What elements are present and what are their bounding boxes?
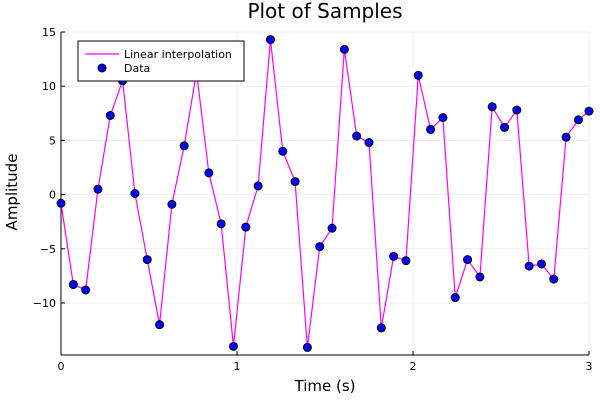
data-point (549, 274, 559, 284)
data-point (167, 199, 177, 209)
chart-title: Plot of Samples (247, 0, 402, 23)
data-point (426, 125, 436, 135)
legend-box (77, 40, 245, 82)
data-point (105, 110, 115, 120)
legend-marker-swatch (97, 63, 107, 73)
data-point (401, 256, 411, 266)
data-point (561, 132, 571, 142)
data-point (475, 272, 485, 282)
data-point (241, 222, 251, 232)
data-point (278, 146, 288, 156)
data-point (253, 181, 263, 191)
data-point (339, 44, 349, 54)
data-point (512, 105, 522, 115)
legend-label-interpolation: Linear interpolation (124, 48, 232, 61)
x-tick-label: 2 (410, 360, 417, 373)
series-marker-layer (56, 35, 594, 352)
data-point (302, 342, 312, 352)
data-point (93, 184, 103, 194)
data-point (352, 131, 362, 141)
data-point (487, 102, 497, 112)
data-point (584, 106, 594, 116)
data-point (376, 323, 386, 333)
y-tick-label: 5 (49, 134, 56, 147)
data-point (450, 293, 460, 303)
data-point (68, 280, 78, 290)
data-point (228, 341, 238, 351)
y-tick-label: 0 (49, 189, 56, 202)
y-tick-label: 10 (42, 80, 56, 93)
data-point (463, 255, 473, 265)
data-point (56, 198, 66, 208)
data-point (327, 223, 337, 233)
data-point (536, 259, 546, 269)
data-point (179, 141, 189, 151)
data-point (216, 219, 226, 229)
data-point (204, 168, 214, 178)
axes: 0 1 2 3 −10 −5 0 5 10 15 (33, 26, 593, 373)
y-tick-label: 15 (42, 26, 56, 39)
x-tick-label: 1 (234, 360, 241, 373)
x-tick-label: 3 (586, 360, 593, 373)
data-point (130, 189, 140, 198)
x-axis-label: Time (s) (294, 377, 356, 395)
data-point (413, 70, 423, 80)
data-point (315, 242, 325, 252)
legend: Linear interpolation Data (77, 40, 245, 82)
data-point (389, 251, 399, 261)
data-point (155, 320, 165, 330)
data-point (500, 122, 510, 132)
data-point (573, 115, 583, 125)
grid (60, 31, 590, 355)
data-point (142, 255, 152, 265)
legend-label-data: Data (124, 62, 150, 75)
data-point (265, 35, 275, 45)
x-tick-label: 0 (58, 360, 65, 373)
data-point (290, 177, 300, 187)
y-tick-label: −10 (33, 297, 56, 310)
data-point (438, 113, 448, 123)
data-point (364, 138, 374, 148)
series-line-layer (60, 38, 590, 349)
y-tick-label: −5 (40, 243, 56, 256)
y-axis-label: Amplitude (3, 154, 21, 231)
data-point (524, 261, 534, 271)
series-line-linear-interpolation (60, 38, 590, 349)
data-point (81, 285, 91, 295)
